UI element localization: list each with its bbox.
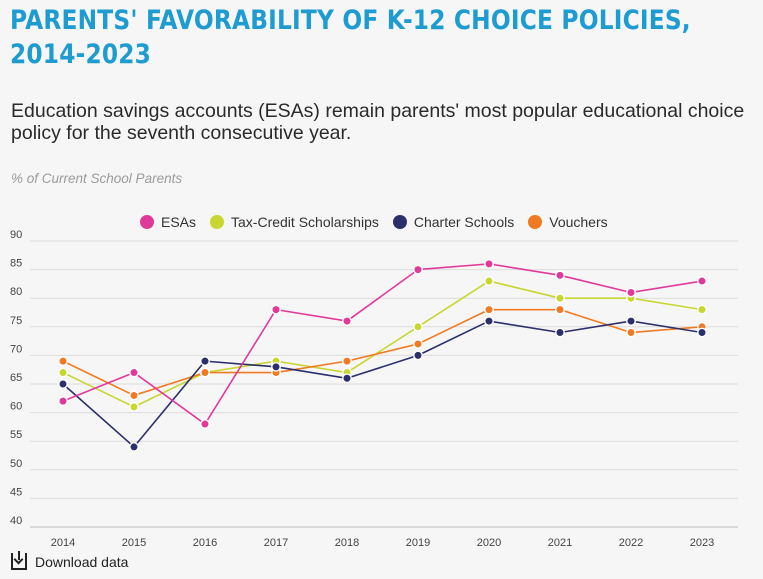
y-tick-label-60: 60 bbox=[10, 401, 22, 413]
legend-swatch-vouchers bbox=[528, 215, 543, 229]
data-point-esas-2014 bbox=[58, 396, 68, 407]
legend-item-tax-credit-scholarships[interactable]: Tax-Credit Scholarships bbox=[210, 214, 379, 230]
x-tick-label-2020: 2020 bbox=[477, 537, 501, 549]
data-point-vouchers-2021 bbox=[555, 304, 565, 315]
data-point-esas-2018 bbox=[342, 316, 352, 326]
legend-swatch-tax-credit-scholarships bbox=[210, 215, 225, 229]
data-point-vouchers-2014 bbox=[58, 356, 68, 367]
data-point-vouchers-2020 bbox=[484, 304, 494, 315]
data-point-charter-schools-2019 bbox=[413, 350, 423, 361]
y-tick-label-55: 55 bbox=[10, 429, 22, 441]
data-point-esas-2022 bbox=[626, 287, 636, 298]
chart-title: PARENTS' FAVORABILITY OF K-12 CHOICE POL… bbox=[10, 5, 691, 70]
series-line-tax-credit-scholarships bbox=[62, 280, 703, 408]
y-tick-label-45: 45 bbox=[10, 486, 22, 498]
legend-label-esas: ESAs bbox=[161, 214, 197, 230]
download-data-label: Download data bbox=[35, 553, 129, 570]
data-point-charter-schools-2020 bbox=[484, 316, 494, 326]
chart-legend: ESAs Tax-Credit Scholarships Charter Sch… bbox=[140, 214, 608, 230]
legend-item-esas[interactable]: ESAs bbox=[140, 214, 196, 230]
legend-swatch-esas bbox=[140, 215, 154, 229]
x-tick-label-2016: 2016 bbox=[193, 537, 217, 549]
legend-item-vouchers[interactable]: Vouchers bbox=[528, 214, 608, 230]
x-tick-label-2021: 2021 bbox=[548, 537, 572, 549]
y-tick-label-85: 85 bbox=[10, 258, 22, 270]
data-point-tax-credit-scholarships-2020 bbox=[484, 276, 494, 286]
data-point-esas-2019 bbox=[413, 264, 423, 275]
data-point-tax-credit-scholarships-2015 bbox=[129, 401, 139, 412]
x-tick-label-2022: 2022 bbox=[619, 537, 643, 549]
data-point-vouchers-2018 bbox=[342, 356, 352, 367]
legend-label-vouchers: Vouchers bbox=[549, 214, 608, 230]
data-point-charter-schools-2016 bbox=[200, 356, 210, 367]
series-line-charter-schools bbox=[62, 320, 703, 448]
data-point-charter-schools-2023 bbox=[697, 327, 707, 338]
data-point-vouchers-2022 bbox=[626, 327, 636, 338]
legend-swatch-charter-schools bbox=[392, 215, 407, 229]
data-point-charter-schools-2018 bbox=[342, 373, 352, 384]
download-data-button[interactable]: Download data bbox=[11, 551, 129, 570]
data-point-esas-2023 bbox=[697, 276, 707, 286]
data-point-tax-credit-scholarships-2021 bbox=[555, 293, 565, 304]
data-point-esas-2016 bbox=[200, 419, 210, 429]
y-tick-label-75: 75 bbox=[10, 315, 22, 327]
y-tick-label-65: 65 bbox=[10, 372, 22, 384]
legend-item-charter-schools[interactable]: Charter Schools bbox=[392, 214, 515, 230]
data-point-charter-schools-2017 bbox=[271, 361, 281, 372]
data-point-vouchers-2016 bbox=[200, 367, 210, 378]
data-point-tax-credit-scholarships-2014 bbox=[58, 367, 68, 378]
y-tick-label-50: 50 bbox=[10, 458, 22, 470]
y-axis-note: % of Current School Parents bbox=[11, 171, 183, 186]
y-tick-label-70: 70 bbox=[10, 343, 22, 355]
data-point-tax-credit-scholarships-2019 bbox=[413, 321, 423, 332]
y-tick-label-40: 40 bbox=[10, 515, 22, 527]
series-line-esas bbox=[62, 263, 703, 425]
x-tick-label-2019: 2019 bbox=[406, 537, 430, 549]
legend-label-charter-schools: Charter Schools bbox=[413, 214, 515, 230]
data-point-charter-schools-2022 bbox=[626, 316, 636, 326]
y-tick-label-90: 90 bbox=[10, 229, 22, 241]
data-point-charter-schools-2014 bbox=[58, 379, 68, 389]
data-point-charter-schools-2015 bbox=[129, 442, 139, 452]
data-point-esas-2020 bbox=[484, 258, 494, 269]
data-point-tax-credit-scholarships-2023 bbox=[697, 304, 707, 315]
data-point-vouchers-2019 bbox=[413, 339, 423, 349]
legend-label-tax-credit-scholarships: Tax-Credit Scholarships bbox=[231, 214, 379, 230]
x-tick-label-2017: 2017 bbox=[264, 537, 288, 549]
data-point-esas-2015 bbox=[129, 367, 139, 378]
data-point-esas-2017 bbox=[271, 304, 281, 315]
series-line-vouchers bbox=[62, 308, 703, 397]
y-tick-label-80: 80 bbox=[10, 286, 22, 298]
data-point-charter-schools-2021 bbox=[555, 327, 565, 338]
x-tick-label-2015: 2015 bbox=[122, 537, 146, 549]
x-tick-label-2023: 2023 bbox=[690, 537, 714, 549]
data-point-vouchers-2015 bbox=[129, 390, 139, 401]
chart-subtitle: Education savings accounts (ESAs) remain… bbox=[11, 100, 745, 144]
x-tick-label-2014: 2014 bbox=[51, 537, 75, 549]
x-tick-label-2018: 2018 bbox=[335, 537, 359, 549]
download-icon bbox=[11, 551, 27, 570]
data-point-esas-2021 bbox=[555, 270, 565, 281]
